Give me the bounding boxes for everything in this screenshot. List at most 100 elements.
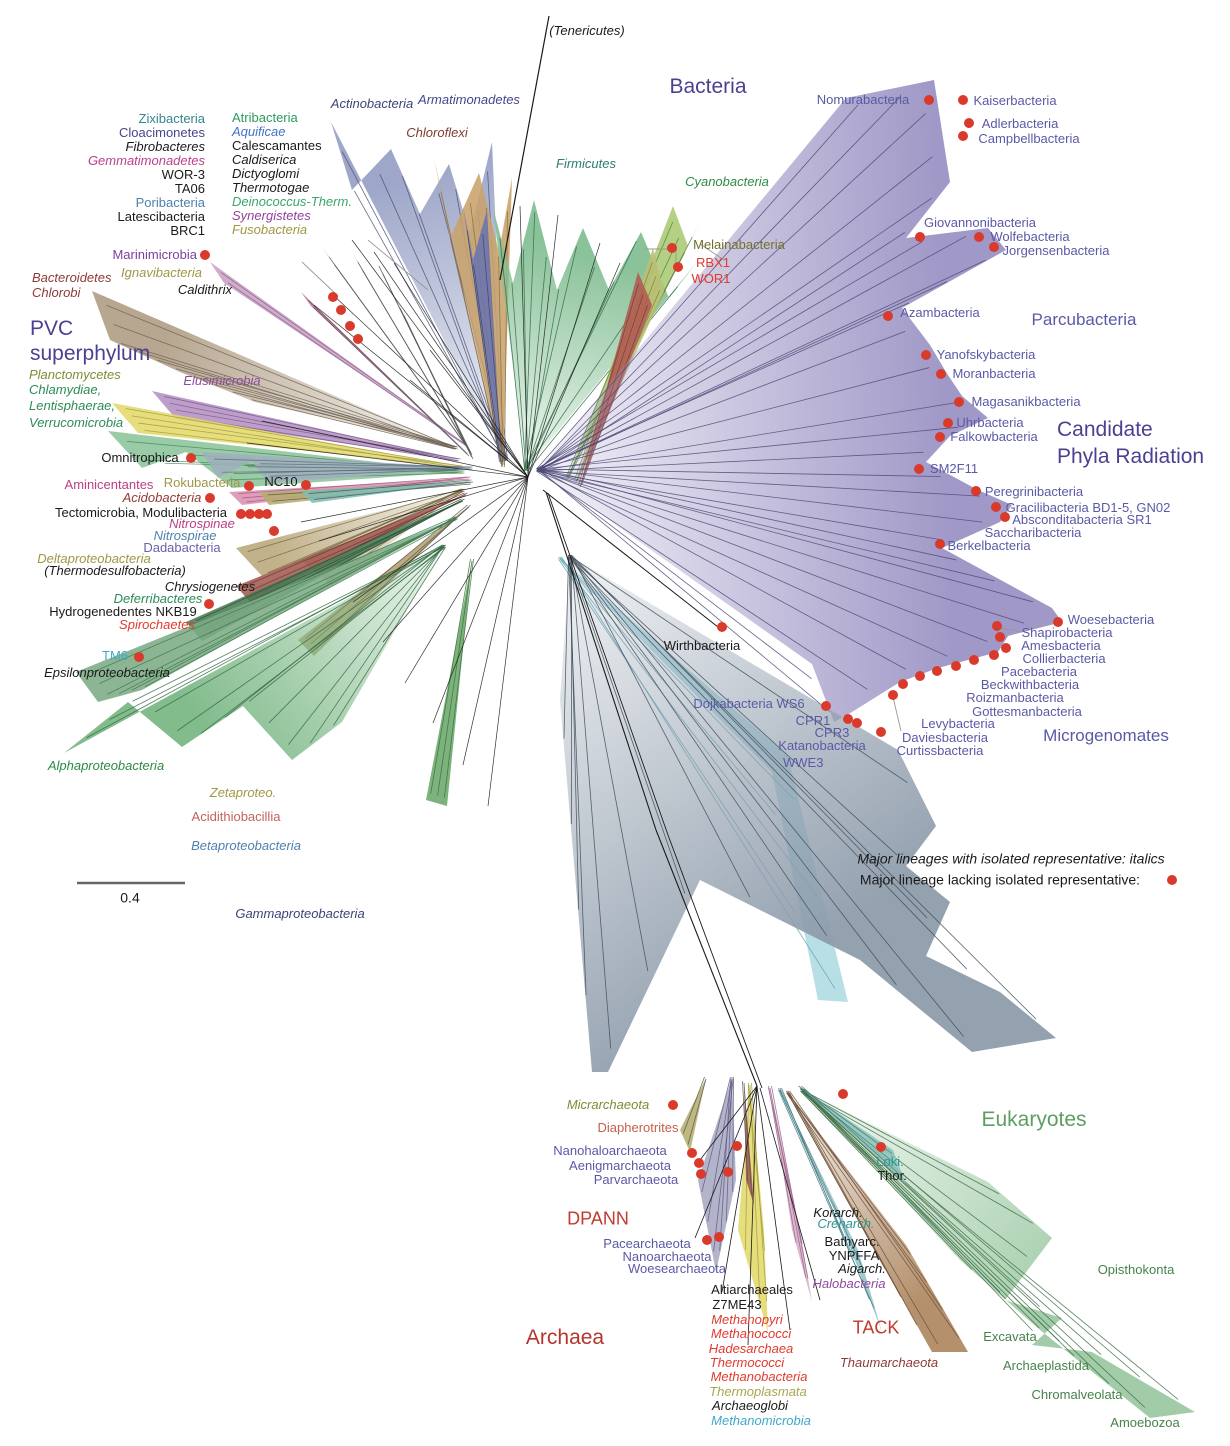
methanobacteria-label: Methanobacteria — [710, 1369, 808, 1385]
no-isolate-dot-60 — [702, 1235, 712, 1245]
fusobacteria-label: Fusobacteria — [232, 222, 308, 238]
tectomicrobia-modulibacteria-label: Tectomicrobia, Modulibacteria — [55, 505, 227, 521]
deinococcus-therm-label: Deinococcus-Therm. — [232, 194, 352, 210]
nanohaloarchaeota-label: Nanohaloarchaeota — [553, 1143, 667, 1159]
no-isolate-dot-3 — [958, 131, 968, 141]
hub-ray-8 — [318, 476, 529, 542]
marinimicrobia-label: Marinimicrobia — [112, 247, 197, 263]
armatimonadetes-label: Armatimonadetes — [418, 92, 520, 108]
no-isolate-dot-34 — [200, 250, 210, 260]
no-isolate-dot-43 — [236, 509, 246, 519]
bacteria-label: Bacteria — [669, 74, 747, 98]
clade-wedge-dpann-pink-spindle — [768, 1085, 812, 1302]
hub-ray-1 — [373, 251, 529, 478]
ta06-label: TA06 — [174, 181, 205, 197]
guide-1 — [367, 239, 429, 291]
daviesbacteria-label: Daviesbacteria — [902, 730, 988, 746]
hydrogenedentes-nkb19-label: Hydrogenedentes NKB19 — [49, 604, 197, 620]
aigarch-label: Aigarch. — [838, 1261, 886, 1277]
clade-wedge-planctomycetes-sliver — [112, 403, 463, 469]
aenigmarchaeota-label: Aenigmarchaeota — [569, 1158, 671, 1174]
no-isolate-dot-31 — [876, 727, 886, 737]
gottesmanbacteria-label: Gottesmanbacteria — [972, 704, 1082, 720]
no-isolate-dot-1 — [958, 95, 968, 105]
beckwithbacteria-label: Beckwithbacteria — [980, 677, 1080, 693]
no-isolate-dot-41 — [301, 480, 311, 490]
no-isolate-dot-5 — [974, 232, 984, 242]
kaiserbacteria-label: Kaiserbacteria — [973, 93, 1057, 109]
no-isolate-dot-9 — [936, 369, 946, 379]
rokubacteria-label: Rokubacteria — [163, 475, 241, 491]
no-isolate-dot-29 — [843, 714, 853, 724]
synergistetes-label: Synergistetes — [232, 208, 311, 224]
archaea-trunk-1b — [655, 829, 758, 1087]
hub-ray-12 — [432, 476, 529, 724]
eukaryotes-label: Eukaryotes — [981, 1107, 1087, 1131]
chloroflexi-label: Chloroflexi — [406, 125, 468, 141]
no-isolate-dot-38 — [353, 334, 363, 344]
yanofskybacteria-label: Yanofskybacteria — [936, 347, 1036, 363]
hub-ray-3 — [331, 293, 529, 478]
epsilonproteobacteria-label: Epsilonproteobacteria — [44, 665, 170, 681]
no-isolate-dot-25 — [932, 666, 942, 676]
superphylum-label: superphylum — [30, 341, 151, 365]
caldithrix-label: Caldithrix — [177, 282, 232, 298]
archaea-label: Archaea — [525, 1325, 605, 1349]
spirochaetes-label: Spirochaetes — [119, 617, 195, 633]
branch-lines — [77, 15, 1023, 1346]
no-isolate-dot-40 — [244, 481, 254, 491]
zetaproteo-label: Zetaproteo. — [209, 785, 277, 801]
no-isolate-dot-21 — [1001, 643, 1011, 653]
amoebozoa-label: Amoebozoa — [1110, 1415, 1180, 1431]
hub-ray-6 — [246, 442, 529, 478]
caldiserica-label: Caldiserica — [232, 152, 297, 168]
diapherotrites-label: Diapherotrites — [597, 1120, 679, 1136]
guide-2 — [301, 261, 339, 297]
thermotogae-label: Thermotogae — [232, 180, 310, 196]
parvarchaeota-label: Parvarchaeota — [593, 1172, 679, 1188]
no-isolate-dot-61 — [714, 1232, 724, 1242]
no-isolate-dot-23 — [898, 679, 908, 689]
hadesarchaea-label: Hadesarchaea — [708, 1341, 794, 1357]
bacteroidetes-label: Bacteroidetes — [32, 270, 112, 286]
no-isolate-dot-42 — [205, 493, 215, 503]
hub-ray-10 — [382, 476, 529, 643]
pvc-label: PVC — [30, 316, 74, 340]
no-isolate-dot-37 — [345, 321, 355, 331]
phyla-radiation-label: Phyla Radiation — [1057, 444, 1205, 468]
dojkabacteria-ws6-label: Dojkabacteria WS6 — [693, 696, 805, 712]
omnitrophica-label: Omnitrophica — [101, 450, 179, 466]
clade-wedge-omnitrophica-wedge — [202, 452, 473, 483]
latescibacteria-label: Latescibacteria — [117, 209, 205, 225]
ynpffa-label: YNPFFA — [828, 1248, 880, 1264]
rbx1-label: RBX1 — [696, 255, 730, 271]
crenarch-label: Crenarch. — [817, 1216, 875, 1232]
thaumarchaeota-label: Thaumarchaeota — [839, 1355, 939, 1371]
hub-ray-11 — [404, 476, 529, 684]
no-isolate-dot-57 — [732, 1141, 742, 1151]
hub-ray-19 — [429, 349, 529, 478]
hub-ray-4 — [313, 304, 529, 478]
dpann-ray-3 — [747, 1085, 758, 1346]
candidate-label: Candidate — [1057, 417, 1153, 441]
shapirobacteria-label: Shapirobacteria — [1021, 625, 1113, 641]
berkelbacteria-label: Berkelbacteria — [947, 538, 1031, 554]
wirthbacteria-branch — [542, 489, 719, 628]
z7me43-label: Z7ME43 — [712, 1297, 762, 1313]
loki-label: Loki. — [876, 1154, 904, 1170]
no-isolate-dot-28 — [821, 701, 831, 711]
micrarchaeota-label: Micrarchaeota — [566, 1097, 650, 1113]
pacearchaeota-label: Pacearchaeota — [603, 1236, 691, 1252]
deferribacteres-label: Deferribacteres — [113, 591, 203, 607]
no-isolate-dot-22 — [989, 650, 999, 660]
no-isolate-dot-12 — [935, 432, 945, 442]
fibrobacteres-label: Fibrobacteres — [125, 139, 205, 155]
hub-ray-9 — [352, 476, 529, 603]
melainabacteria-label: Melainabacteria — [693, 237, 785, 253]
excavata-label: Excavata — [983, 1329, 1037, 1345]
archaea-trunk-1a — [545, 491, 657, 831]
wor1-label: WOR1 — [691, 271, 731, 287]
clade-wedge-gammaproteobacteria-fan — [560, 554, 1056, 1072]
elusimicrobia-label: Elusimicrobia — [183, 373, 261, 389]
